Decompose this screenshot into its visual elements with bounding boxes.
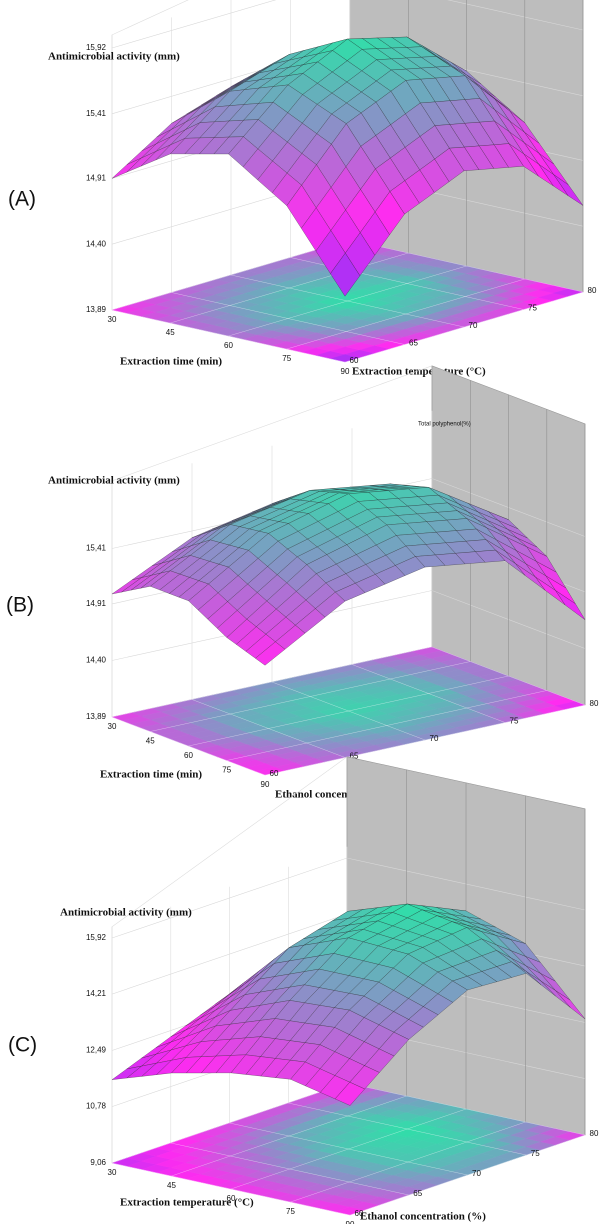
x-axis-title: Extraction temperature (°C) [120,1197,254,1209]
floor-grid-line [191,699,346,758]
floor-grid-line [229,1122,468,1176]
floor-grid-line [171,292,405,345]
y-tick-label: 70 [430,734,439,743]
x-tick-label: 75 [282,354,291,363]
surface-cell [334,1081,365,1106]
y-tick-label: 80 [588,286,597,295]
surface-panel: 15,9215,4114,9114,4013,89304560759060657… [8,0,597,378]
panel-label: (B) [6,594,34,617]
x-tick-label: 30 [108,722,117,731]
floor-grid-line [351,664,506,723]
floor-grid-line [349,239,584,293]
x-tick-label: 90 [261,780,270,789]
panel-label: (C) [8,1034,37,1057]
z-tick-label: 14,40 [86,239,107,248]
y-tick-label: 65 [413,1189,422,1198]
x-tick-label: 60 [227,1194,236,1203]
x-tick-label: 45 [166,328,175,337]
y-axis-title: Extraction temperature (°C) [352,366,486,378]
floor-grid-line [170,1142,409,1196]
floor-grid-line [431,646,586,706]
z-tick-label: 14,91 [86,173,107,182]
x-tick-label: 75 [222,766,231,775]
x-tick-label: 45 [167,1181,176,1190]
y-tick-label: 75 [531,1149,540,1158]
y-tick-label: 70 [469,321,478,330]
y-tick-label: 80 [590,699,599,708]
panel-label: (A) [8,188,36,211]
x-tick-label: 90 [341,367,350,376]
floor-grid-line [230,274,465,328]
floor-grid-line [288,1102,527,1156]
floor-grid-line [271,681,426,741]
z-axis-title: Antimicrobial activity (mm) [48,475,180,487]
y-tick-label: 65 [350,752,359,761]
z-tick-label: 13,89 [86,712,107,721]
grid-line [111,0,584,49]
y-tick-label: 70 [472,1169,481,1178]
x-axis-title: Extraction time (min) [100,769,202,781]
z-tick-label: 13,89 [86,305,107,314]
x-tick-label: 90 [346,1220,355,1224]
x-tick-label: 60 [184,751,193,760]
x-axis-title: Extraction time (min) [120,356,222,368]
z-axis-title: Antimicrobial activity (mm) [48,51,180,63]
y-tick-label: 60 [270,769,279,778]
z-tick-label: 15,92 [86,43,107,52]
note: Total polyphenol(%) [418,422,471,428]
y-tick-label: 60 [355,1209,364,1218]
z-tick-label: 15,41 [86,544,107,553]
y-tick-label: 80 [590,1129,599,1138]
floor-grid-line [111,1162,351,1216]
x-tick-label: 60 [224,341,233,350]
z-tick-label: 9,06 [90,1158,106,1167]
y-tick-label: 65 [409,339,418,348]
z-tick-label: 14,40 [86,656,107,665]
y-tick-label: 60 [350,356,359,365]
z-axis-title: Antimicrobial activity (mm) [60,907,192,919]
z-tick-label: 15,92 [86,933,107,942]
floor-grid-line [111,309,346,363]
z-tick-label: 14,21 [86,989,107,998]
z-tick-label: 10,78 [86,1102,107,1111]
floor-grid-line [111,716,266,776]
y-tick-label: 75 [528,304,537,313]
surface-cell [330,252,361,297]
surface-panel: 15,9214,2112,4910,789,063045607590606570… [8,756,599,1224]
x-tick-label: 45 [146,737,155,746]
z-tick-label: 14,91 [86,599,107,608]
x-tick-label: 75 [286,1207,295,1216]
y-tick-label: 75 [510,717,519,726]
surface-cell [255,641,286,666]
surface-cell [111,157,142,179]
surface-panel: 15,4114,9114,4013,8930456075906065707580… [6,365,599,801]
z-tick-label: 15,41 [86,109,107,118]
floor-grid-line [346,1082,586,1136]
x-tick-label: 30 [108,1168,117,1177]
y-axis-title: Ethanol concentration (%) [360,1211,486,1223]
x-tick-label: 30 [108,315,117,324]
z-tick-label: 12,49 [86,1046,107,1055]
